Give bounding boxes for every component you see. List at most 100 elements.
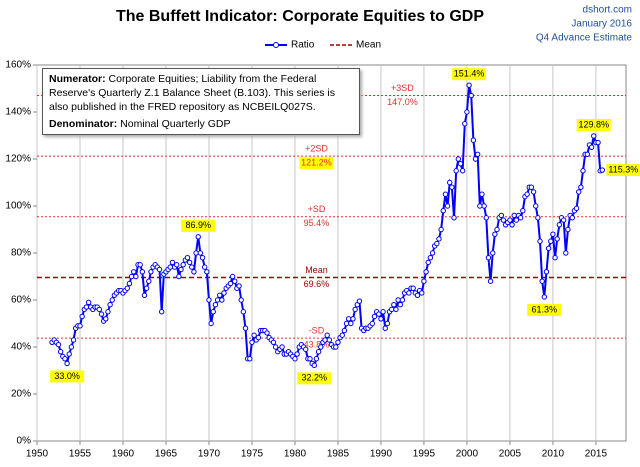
label-highlight bbox=[181, 219, 216, 232]
point bbox=[232, 278, 238, 284]
point bbox=[483, 215, 489, 221]
point bbox=[423, 269, 429, 275]
point bbox=[251, 332, 257, 338]
point bbox=[560, 217, 567, 223]
x-tick-label: 1950 bbox=[26, 449, 49, 460]
annotation: 151.4% bbox=[454, 69, 485, 79]
x-tick-label: 2015 bbox=[585, 449, 608, 460]
point bbox=[421, 278, 427, 284]
y-tick-label: 140% bbox=[5, 107, 31, 118]
legend-label: Mean bbox=[356, 40, 381, 51]
point bbox=[236, 283, 242, 289]
point bbox=[436, 236, 442, 242]
point bbox=[569, 215, 575, 221]
point bbox=[440, 208, 446, 214]
note-box: Numerator: Corporate Equities; Liability… bbox=[42, 68, 360, 135]
x-tick-label: 1965 bbox=[155, 449, 178, 460]
point bbox=[96, 306, 103, 313]
x-tick-label: 2000 bbox=[456, 449, 479, 460]
point bbox=[397, 302, 403, 308]
point bbox=[429, 250, 436, 256]
point bbox=[447, 179, 453, 186]
point bbox=[580, 168, 586, 174]
point bbox=[180, 262, 186, 268]
point bbox=[197, 250, 204, 256]
x-tick-label: 1995 bbox=[413, 449, 436, 460]
point bbox=[318, 344, 324, 350]
point bbox=[472, 156, 479, 162]
point bbox=[303, 346, 309, 353]
numerator-label: Numerator: bbox=[49, 73, 106, 85]
point bbox=[242, 325, 249, 331]
point bbox=[350, 316, 356, 322]
point bbox=[528, 184, 535, 190]
point bbox=[109, 297, 115, 303]
point bbox=[464, 109, 470, 115]
point bbox=[341, 327, 348, 334]
chart-title: The Buffett Indicator: Corporate Equitie… bbox=[116, 8, 484, 25]
point bbox=[595, 139, 601, 146]
point bbox=[249, 339, 255, 345]
point bbox=[137, 262, 143, 268]
point bbox=[141, 292, 148, 298]
point bbox=[535, 215, 541, 221]
point bbox=[550, 231, 556, 237]
point bbox=[548, 238, 554, 244]
point bbox=[315, 349, 322, 355]
point bbox=[128, 273, 135, 280]
y-tick-label: 60% bbox=[11, 295, 31, 306]
annotation: 86.9% bbox=[185, 220, 211, 230]
label-highlight bbox=[576, 118, 611, 131]
y-tick-label: 40% bbox=[11, 342, 31, 353]
reference-name: Mean bbox=[305, 265, 328, 275]
point bbox=[474, 151, 481, 158]
reference-name: +3SD bbox=[391, 83, 414, 93]
point bbox=[343, 320, 350, 327]
point bbox=[195, 234, 201, 240]
numerator: Numerator: Corporate Equities; Liability… bbox=[49, 72, 353, 114]
x-tick-label: 1970 bbox=[198, 449, 221, 460]
point bbox=[64, 360, 70, 367]
point bbox=[552, 255, 558, 261]
point bbox=[556, 222, 563, 228]
point bbox=[294, 351, 300, 357]
annotation: 33.0% bbox=[54, 371, 80, 381]
point bbox=[494, 226, 500, 233]
reference-label: 121.2% bbox=[301, 158, 332, 168]
x-tick-label: 1990 bbox=[370, 449, 393, 460]
point bbox=[395, 297, 401, 303]
point bbox=[103, 316, 109, 322]
point bbox=[376, 311, 382, 317]
point bbox=[322, 337, 328, 343]
point bbox=[451, 215, 457, 221]
point bbox=[186, 259, 193, 266]
point bbox=[545, 245, 552, 252]
point bbox=[199, 255, 206, 261]
point bbox=[204, 269, 210, 275]
label-highlight bbox=[606, 164, 640, 177]
point bbox=[146, 278, 152, 284]
reference-label: 69.6% bbox=[304, 279, 330, 289]
y-tick-label: 20% bbox=[11, 389, 31, 400]
point bbox=[333, 344, 339, 350]
point bbox=[449, 184, 455, 190]
point bbox=[339, 332, 345, 338]
point bbox=[169, 259, 176, 266]
point bbox=[541, 294, 548, 300]
point bbox=[77, 323, 83, 329]
reference-name: +SD bbox=[308, 204, 326, 214]
point bbox=[212, 302, 219, 308]
point bbox=[481, 203, 487, 209]
point bbox=[388, 306, 395, 313]
point bbox=[174, 262, 180, 268]
point bbox=[264, 330, 270, 336]
point bbox=[543, 269, 550, 275]
point bbox=[378, 316, 384, 322]
point bbox=[507, 217, 513, 223]
point bbox=[490, 250, 496, 256]
label-highlight bbox=[452, 68, 487, 81]
point bbox=[511, 212, 517, 219]
annotation: 61.3% bbox=[532, 304, 558, 314]
point bbox=[369, 320, 376, 327]
point bbox=[191, 269, 197, 275]
